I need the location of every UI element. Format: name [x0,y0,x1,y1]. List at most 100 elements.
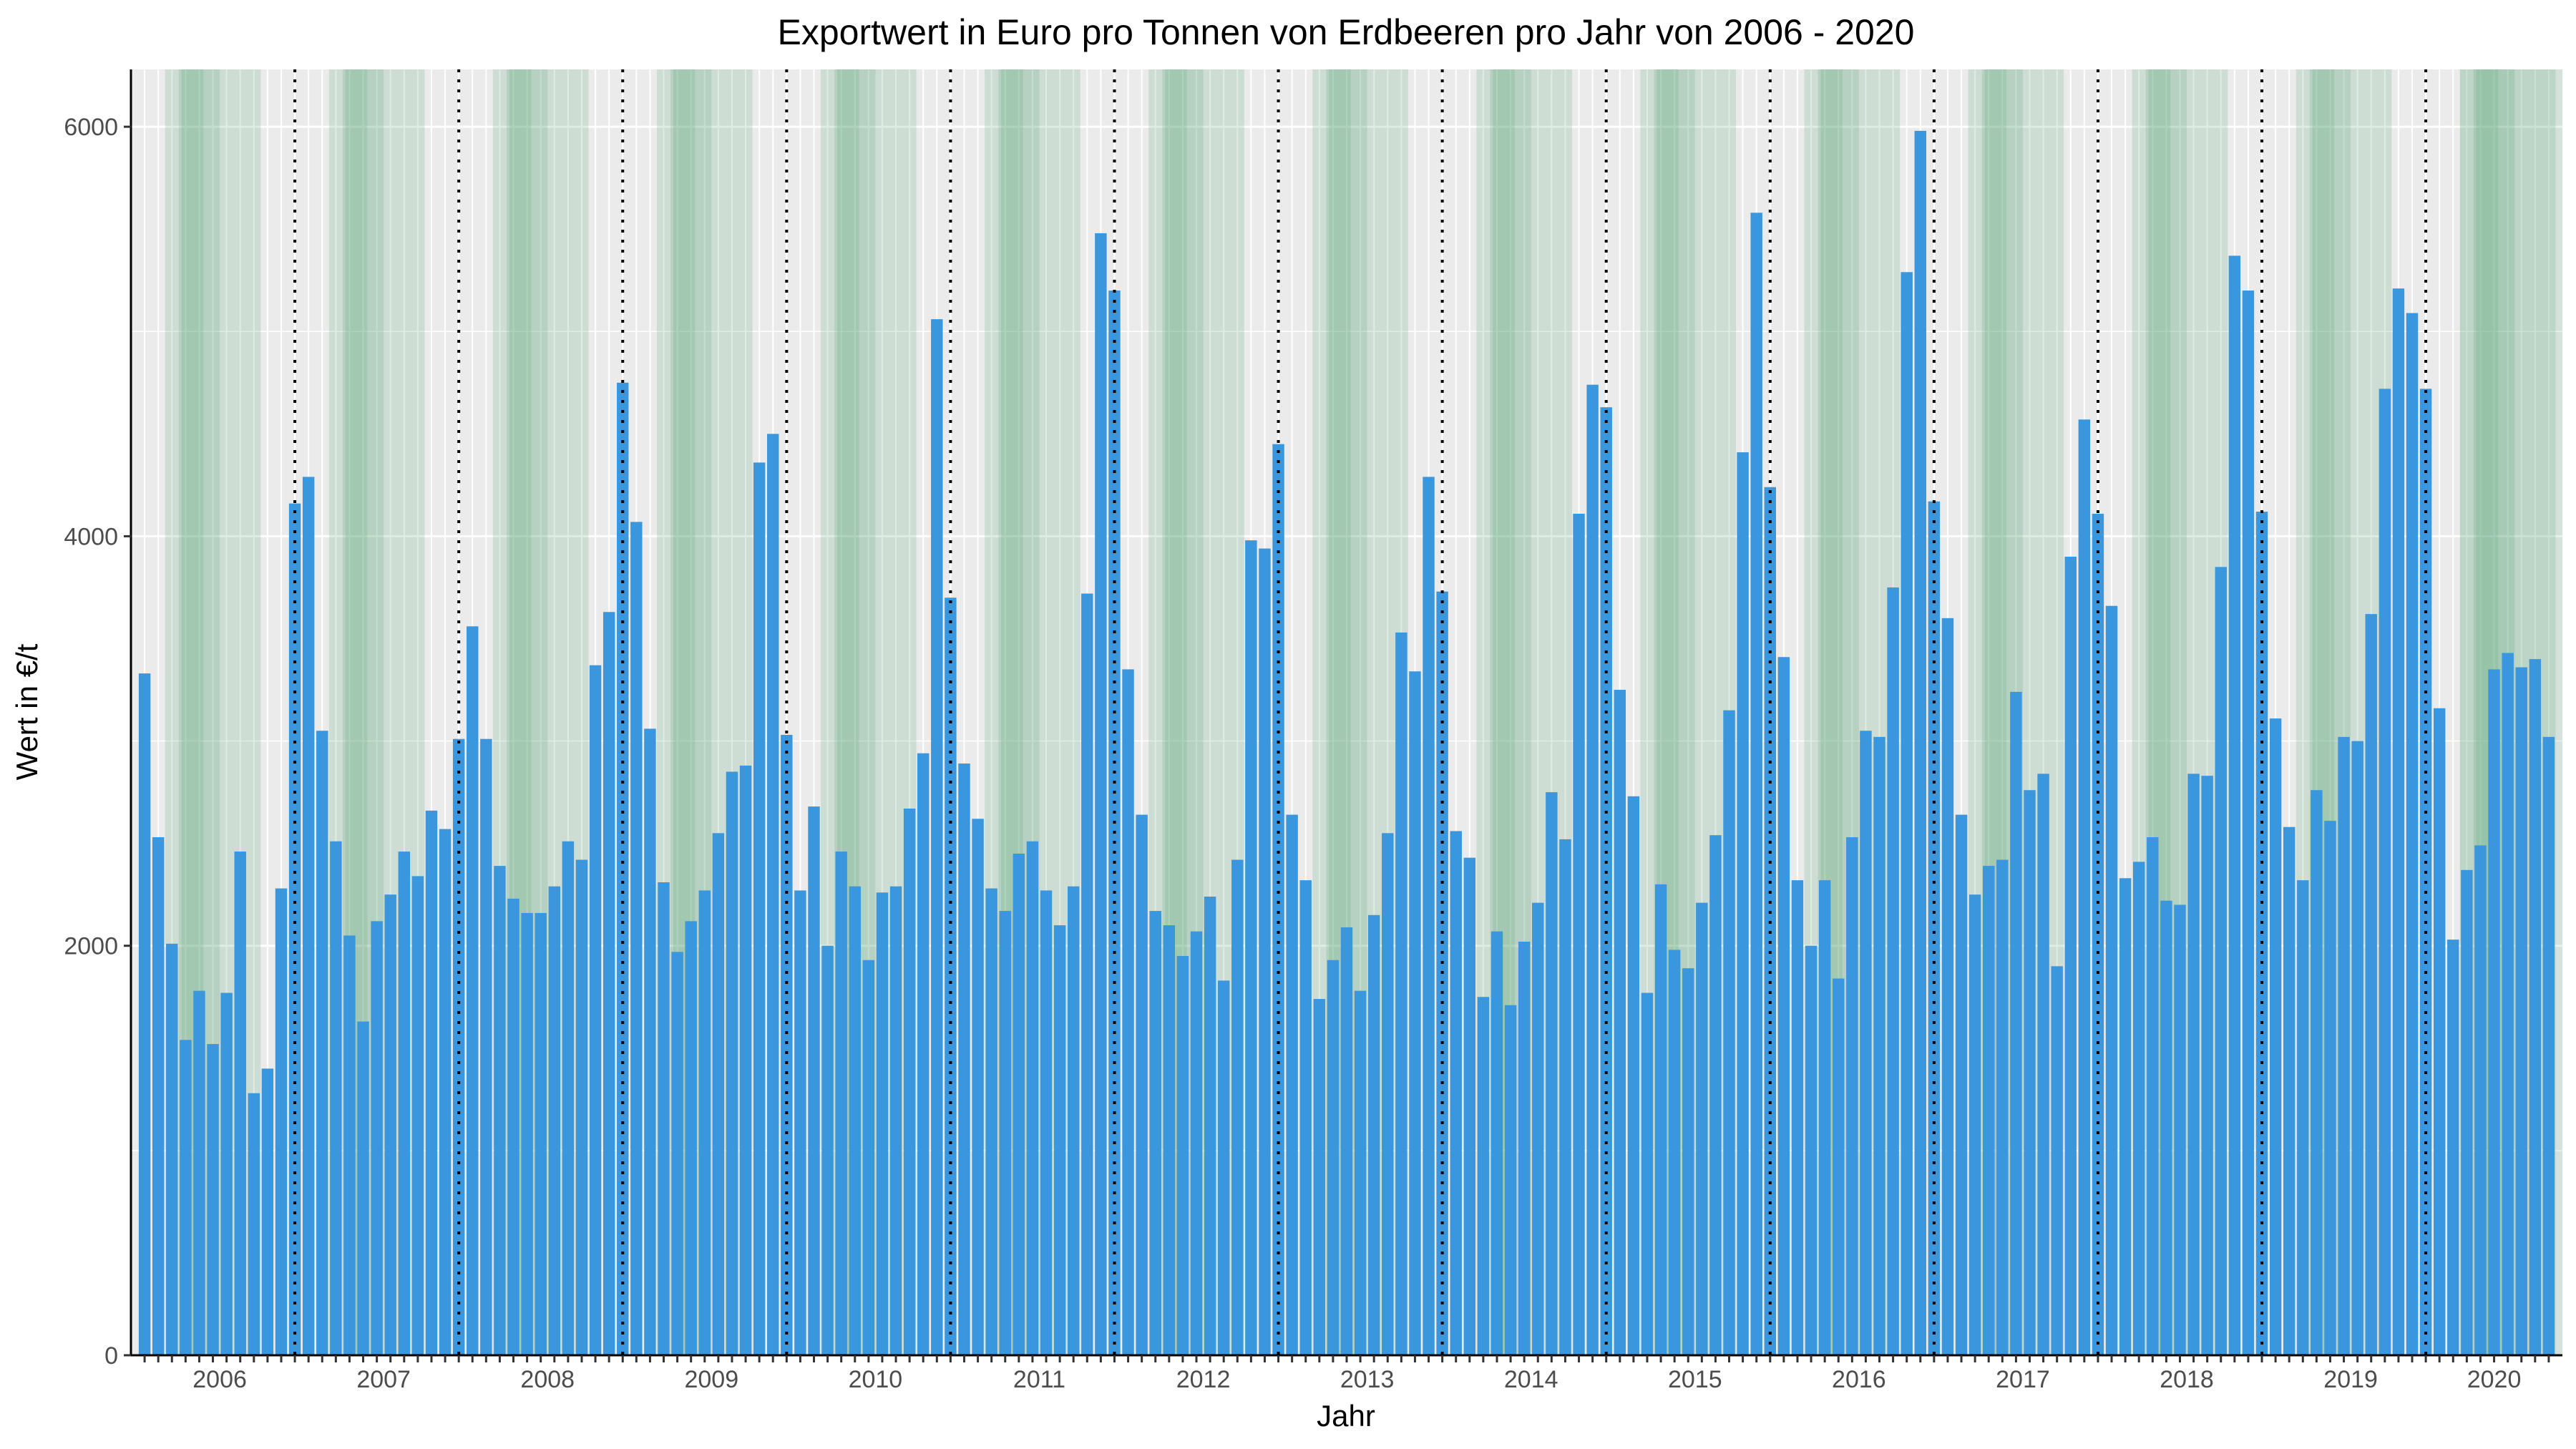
bar [467,626,479,1355]
bar [384,894,396,1355]
bar [2133,862,2145,1355]
x-tick-label: 2006 [192,1366,247,1393]
bar [903,808,916,1355]
bar [671,952,683,1355]
bar [2092,513,2104,1355]
bar [288,503,301,1355]
bar [2010,691,2022,1355]
bar [1737,452,1749,1355]
bar [1204,897,1216,1355]
bar [1955,814,1968,1355]
bar [1095,233,1107,1355]
bar [945,597,957,1355]
bar [1941,618,1954,1356]
bar [1928,501,1941,1356]
y-axis-title: Wert in €/t [10,643,44,780]
x-tick-label: 2014 [1504,1366,1558,1393]
bar [726,771,738,1355]
x-tick-label: 2017 [1996,1366,2050,1393]
bar [521,912,533,1355]
bar [1833,978,1845,1355]
bar [1573,513,1585,1355]
bar [1491,931,1503,1355]
bar [1450,831,1462,1355]
bar [507,898,519,1355]
bar [1122,669,1134,1355]
bar [685,921,697,1355]
bar [575,859,588,1355]
chart-title: Exportwert in Euro pro Tonnen von Erdbee… [778,12,1915,52]
bar [2064,557,2077,1355]
bar [1026,841,1039,1355]
bar [1163,925,1176,1355]
bar [1231,859,1244,1355]
bar [712,833,725,1355]
bar [535,912,547,1355]
bar [1149,911,1161,1355]
bar [2461,869,2473,1355]
bar [302,477,315,1355]
bar [1532,902,1544,1355]
bar [1477,997,1490,1355]
bar [1887,587,1899,1355]
x-tick-label: 2016 [1832,1366,1886,1393]
bar [1654,884,1667,1355]
bar [371,921,383,1355]
bar-series [138,130,2555,1356]
bar [180,1040,192,1355]
y-tick-label: 4000 [64,523,118,550]
bar [2311,790,2323,1355]
year-separators [293,69,2428,1355]
bar [931,319,943,1355]
bar [753,462,766,1355]
bar [138,673,151,1355]
x-tick-label: 2018 [2160,1366,2214,1393]
bar [1245,540,1257,1355]
bar [1996,859,2009,1355]
bar [1081,593,1093,1355]
bar [1559,839,1571,1355]
bar [2078,419,2091,1355]
bar [152,837,165,1355]
bar [1395,632,1407,1355]
bar [835,852,847,1355]
bar [1682,968,1694,1355]
bar [275,888,288,1355]
bar [808,806,820,1355]
bar [1818,880,1831,1355]
bar [2351,741,2363,1355]
bar [767,434,779,1355]
bar [2283,826,2296,1355]
x-tick-label: 2010 [849,1366,903,1393]
x-axis-ticks: 2006 2007 2008 2009 2010 2011 2012 2013 2014 2015… [143,1355,2550,1393]
bar [1696,902,1708,1355]
bar [1013,853,1025,1355]
x-tick-label: 2012 [1176,1366,1231,1393]
bar [357,1021,369,1355]
bar [1805,945,1818,1355]
bar [2024,790,2036,1355]
bar [2297,880,2309,1355]
bar [1983,866,1995,1355]
bar [917,753,930,1355]
bar [739,765,752,1355]
bar [2105,605,2118,1355]
y-tick-label: 0 [104,1342,118,1370]
bar [1518,941,1531,1355]
bar [2433,708,2446,1355]
bar [1340,927,1353,1355]
bar [166,943,178,1355]
bar [1040,890,1053,1355]
bar [1777,657,1790,1355]
bar [999,911,1011,1355]
bar [1286,814,1298,1355]
bar [602,612,615,1355]
bar [1176,956,1189,1355]
x-axis-title: Jahr [1317,1399,1375,1433]
x-tick-label: 2007 [356,1366,411,1393]
bar [1968,894,1981,1355]
bar [1272,444,1284,1355]
bar [411,876,424,1355]
bar [1463,857,1476,1355]
